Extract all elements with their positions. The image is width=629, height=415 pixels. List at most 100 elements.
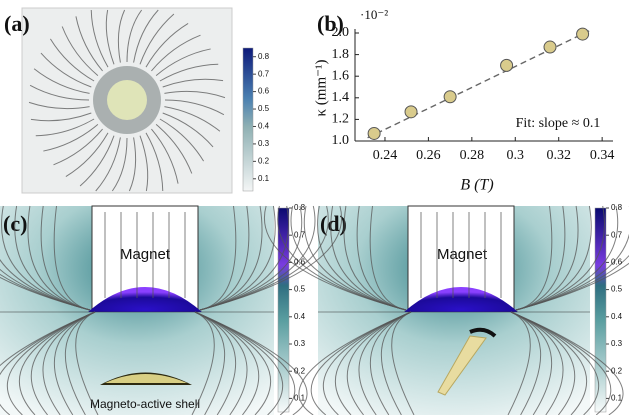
streamline <box>53 311 96 415</box>
colorbar-tick-label: 0.3 <box>611 339 623 348</box>
data-point <box>543 40 557 54</box>
streamline <box>380 311 412 415</box>
magnet-label: Magnet <box>120 246 171 263</box>
streamline <box>53 128 103 166</box>
y-tick-label: 1.4 <box>332 90 350 105</box>
streamline <box>162 78 224 88</box>
core-region <box>107 80 147 120</box>
streamline <box>61 26 99 76</box>
colorbar-tick-label: 0.7 <box>611 230 623 239</box>
x-tick-label: 0.26 <box>416 148 441 163</box>
streamline <box>139 135 149 192</box>
colorbar-tick-label: 0.2 <box>258 156 270 165</box>
streamline <box>28 101 90 110</box>
streamline <box>79 135 115 187</box>
streamline <box>75 16 103 72</box>
streamline <box>95 137 121 192</box>
streamline <box>65 132 109 178</box>
colorbar-tick-label: 0.8 <box>611 203 623 212</box>
streamline <box>53 205 91 311</box>
streamline <box>128 137 137 192</box>
colorbar <box>242 47 254 192</box>
streamline <box>510 311 553 415</box>
x-tick-label: 0.34 <box>590 148 615 163</box>
streamline <box>29 84 90 101</box>
x-tick-label: 0.3 <box>507 148 525 163</box>
y-tick-label: 1.8 <box>332 47 350 62</box>
shell <box>105 374 187 383</box>
streamline <box>369 311 412 415</box>
colorbar-tick-label: 0.4 <box>294 312 306 321</box>
colorbar-tick-label: 0.6 <box>258 87 270 96</box>
data-point <box>576 27 590 41</box>
streamline <box>0 276 91 311</box>
x-tick-label: 0.24 <box>373 148 398 163</box>
shell-edge <box>469 327 497 338</box>
streamline <box>510 311 624 415</box>
y-tick-label: 1.0 <box>332 133 350 148</box>
streamline <box>75 311 99 415</box>
streamline <box>369 205 407 311</box>
colorbar-tick-label: 0.3 <box>294 339 306 348</box>
streamline <box>199 205 342 311</box>
streamline <box>111 137 128 192</box>
y-tick-label: 2.0 <box>332 25 350 40</box>
colorbar-tick-label: 0.8 <box>258 52 270 61</box>
colorbar-tick-label: 0.3 <box>258 139 270 148</box>
streamline <box>133 9 159 63</box>
colorbar-tick-label: 0.2 <box>611 366 623 375</box>
streamline <box>194 311 226 415</box>
streamline <box>164 90 226 99</box>
streamlines <box>28 9 226 192</box>
colorbar-tick-label: 0.1 <box>611 394 623 403</box>
colorbar-tick-label: 0.5 <box>258 104 270 113</box>
panel-label: (d) <box>320 211 347 236</box>
streamline <box>507 311 531 415</box>
streamline <box>515 262 629 311</box>
streamline <box>126 9 143 63</box>
streamline <box>90 9 109 68</box>
streamline <box>194 311 248 415</box>
streamline <box>191 311 215 415</box>
y-axis-label: κ (mm⁻¹) <box>313 59 329 116</box>
streamline <box>145 132 164 192</box>
streamline <box>117 9 126 63</box>
magnet-label: Magnet <box>437 246 488 263</box>
colorbar-tick-label: 0.8 <box>294 203 306 212</box>
streamline <box>164 99 225 116</box>
colorbar-tick-label: 0.7 <box>294 230 306 239</box>
colorbar-tick-label: 0.5 <box>294 285 306 294</box>
x-axis-label: B (T) <box>460 177 493 194</box>
streamline <box>145 22 189 68</box>
streamline <box>199 205 237 311</box>
streamline <box>139 13 175 65</box>
axis-scale: ·10⁻² <box>360 7 388 22</box>
panel-label: (b) <box>317 11 344 36</box>
panel-label: (a) <box>4 11 30 36</box>
streamline <box>43 124 99 152</box>
streamline <box>298 311 412 415</box>
y-tick-label: 1.2 <box>332 112 350 127</box>
streamline <box>159 63 219 82</box>
streamline <box>0 311 96 367</box>
data-point <box>500 58 514 72</box>
streamline <box>42 311 96 415</box>
streamline <box>40 52 92 88</box>
colorbar-tick-label: 0.5 <box>611 285 623 294</box>
colorbar-tick-label: 0.1 <box>294 394 306 403</box>
shell-label: Magneto-active shell <box>90 397 200 411</box>
colorbar-tick-label: 0.1 <box>258 174 270 183</box>
colorbar-tick-label: 0.2 <box>294 366 306 375</box>
annotation: Fit: slope ≈ 0.1 <box>516 116 601 131</box>
streamline <box>391 311 415 415</box>
streamline <box>30 112 92 122</box>
y-tick-label: 1.6 <box>332 68 350 83</box>
field-peak <box>404 287 518 312</box>
streamline <box>155 124 193 174</box>
streamline <box>510 311 564 415</box>
streamline <box>162 112 214 148</box>
colorbar-tick-label: 0.4 <box>258 122 270 131</box>
field-peak <box>88 287 202 312</box>
streamline <box>49 38 95 82</box>
